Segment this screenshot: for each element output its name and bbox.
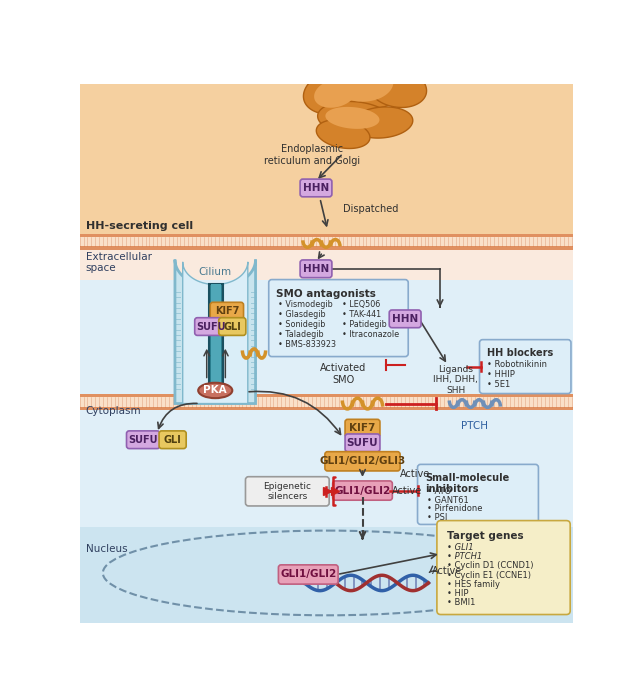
FancyBboxPatch shape bbox=[300, 260, 332, 278]
FancyBboxPatch shape bbox=[480, 340, 571, 393]
Text: • Sonidegib: • Sonidegib bbox=[278, 320, 326, 328]
Text: Activated
SMO: Activated SMO bbox=[320, 363, 366, 385]
FancyBboxPatch shape bbox=[245, 477, 329, 506]
FancyBboxPatch shape bbox=[269, 279, 408, 356]
Polygon shape bbox=[183, 262, 248, 403]
Polygon shape bbox=[314, 78, 357, 108]
Text: PTCH: PTCH bbox=[461, 421, 489, 431]
FancyBboxPatch shape bbox=[195, 318, 228, 335]
Text: SUFU: SUFU bbox=[129, 435, 158, 444]
Bar bbox=[80, 398, 573, 407]
Text: • Vismodegib: • Vismodegib bbox=[278, 300, 333, 309]
Text: GLI1/GLI2: GLI1/GLI2 bbox=[280, 570, 336, 580]
FancyBboxPatch shape bbox=[278, 565, 338, 584]
FancyBboxPatch shape bbox=[417, 464, 538, 524]
Bar bbox=[80, 246, 573, 250]
Text: KIF7: KIF7 bbox=[349, 424, 376, 433]
Text: • BMI1: • BMI1 bbox=[447, 598, 475, 608]
Text: • 5E1: • 5E1 bbox=[487, 379, 510, 389]
Text: • Cyclin E1 (CCNE1): • Cyclin E1 (CCNE1) bbox=[447, 570, 531, 580]
Text: Ligands
IHH, DHH,
SHH: Ligands IHH, DHH, SHH bbox=[433, 365, 478, 395]
Text: Nucleus: Nucleus bbox=[86, 544, 127, 554]
Text: SUFU: SUFU bbox=[197, 321, 226, 332]
Text: • HHIP: • HHIP bbox=[487, 370, 515, 379]
Bar bbox=[80, 526, 573, 623]
FancyBboxPatch shape bbox=[127, 431, 160, 449]
Text: • Itraconazole: • Itraconazole bbox=[341, 330, 399, 339]
Text: Active: Active bbox=[392, 486, 422, 496]
Polygon shape bbox=[331, 62, 394, 102]
Text: SMO antagonists: SMO antagonists bbox=[276, 289, 376, 299]
FancyBboxPatch shape bbox=[345, 434, 380, 452]
Text: • Cyclin D1 (CCND1): • Cyclin D1 (CCND1) bbox=[447, 561, 533, 570]
Text: • Robotnikinin: • Robotnikinin bbox=[487, 360, 547, 369]
Text: Endoplasmic
reticulum and Golgi: Endoplasmic reticulum and Golgi bbox=[264, 144, 360, 166]
Text: • ATO: • ATO bbox=[427, 487, 451, 496]
Text: • PSI: • PSI bbox=[427, 513, 447, 522]
Bar bbox=[80, 281, 573, 527]
Text: Epigenetic
silencers: Epigenetic silencers bbox=[263, 482, 311, 501]
Text: SUFU: SUFU bbox=[347, 438, 378, 448]
Polygon shape bbox=[303, 69, 368, 114]
Bar bbox=[80, 237, 573, 246]
FancyBboxPatch shape bbox=[345, 419, 380, 437]
Text: Active: Active bbox=[433, 566, 462, 575]
Text: • TAK-441: • TAK-441 bbox=[341, 309, 381, 318]
Text: GLI1/GLI2/GLI3: GLI1/GLI2/GLI3 bbox=[319, 456, 406, 466]
Polygon shape bbox=[317, 120, 370, 148]
Bar bbox=[209, 284, 223, 396]
Polygon shape bbox=[351, 107, 413, 138]
FancyBboxPatch shape bbox=[333, 481, 392, 500]
Text: • HES family: • HES family bbox=[447, 580, 500, 589]
Text: • Patidegib: • Patidegib bbox=[341, 320, 386, 328]
Text: HHN: HHN bbox=[303, 264, 329, 274]
Polygon shape bbox=[326, 107, 380, 129]
FancyBboxPatch shape bbox=[159, 431, 186, 449]
FancyBboxPatch shape bbox=[210, 302, 243, 320]
Text: Small-molecule
inhibitors: Small-molecule inhibitors bbox=[426, 473, 510, 494]
Text: KIF7: KIF7 bbox=[215, 306, 239, 316]
Text: Cytoplasm: Cytoplasm bbox=[86, 406, 141, 416]
Text: • PTCH1: • PTCH1 bbox=[447, 552, 482, 561]
Text: HHN: HHN bbox=[303, 183, 329, 193]
Text: Target genes: Target genes bbox=[447, 531, 524, 540]
Text: • LEQ506: • LEQ506 bbox=[341, 300, 380, 309]
Polygon shape bbox=[175, 260, 255, 403]
Bar bbox=[80, 394, 573, 398]
FancyBboxPatch shape bbox=[300, 179, 332, 197]
Text: • Glasdegib: • Glasdegib bbox=[278, 309, 326, 318]
Polygon shape bbox=[368, 68, 427, 108]
FancyBboxPatch shape bbox=[325, 452, 400, 471]
FancyBboxPatch shape bbox=[389, 310, 421, 328]
Text: • GLI1: • GLI1 bbox=[447, 543, 473, 552]
Ellipse shape bbox=[198, 383, 233, 398]
Text: HH blockers: HH blockers bbox=[487, 348, 554, 358]
Text: Dispatched: Dispatched bbox=[343, 204, 399, 214]
Text: PKA: PKA bbox=[203, 386, 227, 396]
FancyBboxPatch shape bbox=[218, 318, 246, 335]
Text: • BMS-833923: • BMS-833923 bbox=[278, 340, 336, 349]
Text: HH-secreting cell: HH-secreting cell bbox=[86, 221, 193, 232]
FancyBboxPatch shape bbox=[437, 521, 570, 615]
Bar bbox=[80, 246, 573, 281]
Polygon shape bbox=[324, 51, 409, 109]
Text: • HIP: • HIP bbox=[447, 589, 468, 598]
Bar bbox=[80, 84, 573, 246]
Text: Active: Active bbox=[399, 468, 430, 479]
Text: • Taladegib: • Taladegib bbox=[278, 330, 324, 339]
Text: GLI: GLI bbox=[224, 321, 241, 332]
Bar bbox=[80, 407, 573, 410]
Ellipse shape bbox=[103, 531, 552, 615]
Text: Cilium: Cilium bbox=[199, 267, 232, 277]
Text: GLI: GLI bbox=[164, 435, 182, 444]
Text: • GANT61: • GANT61 bbox=[427, 496, 469, 505]
Polygon shape bbox=[318, 102, 392, 136]
Text: HHN: HHN bbox=[392, 314, 419, 324]
Bar bbox=[211, 284, 220, 396]
Text: • Pirfenidone: • Pirfenidone bbox=[427, 505, 482, 513]
Bar bbox=[80, 234, 573, 237]
Text: GLI1/GLI2: GLI1/GLI2 bbox=[334, 486, 390, 496]
Text: Extracellular
space: Extracellular space bbox=[86, 252, 152, 274]
